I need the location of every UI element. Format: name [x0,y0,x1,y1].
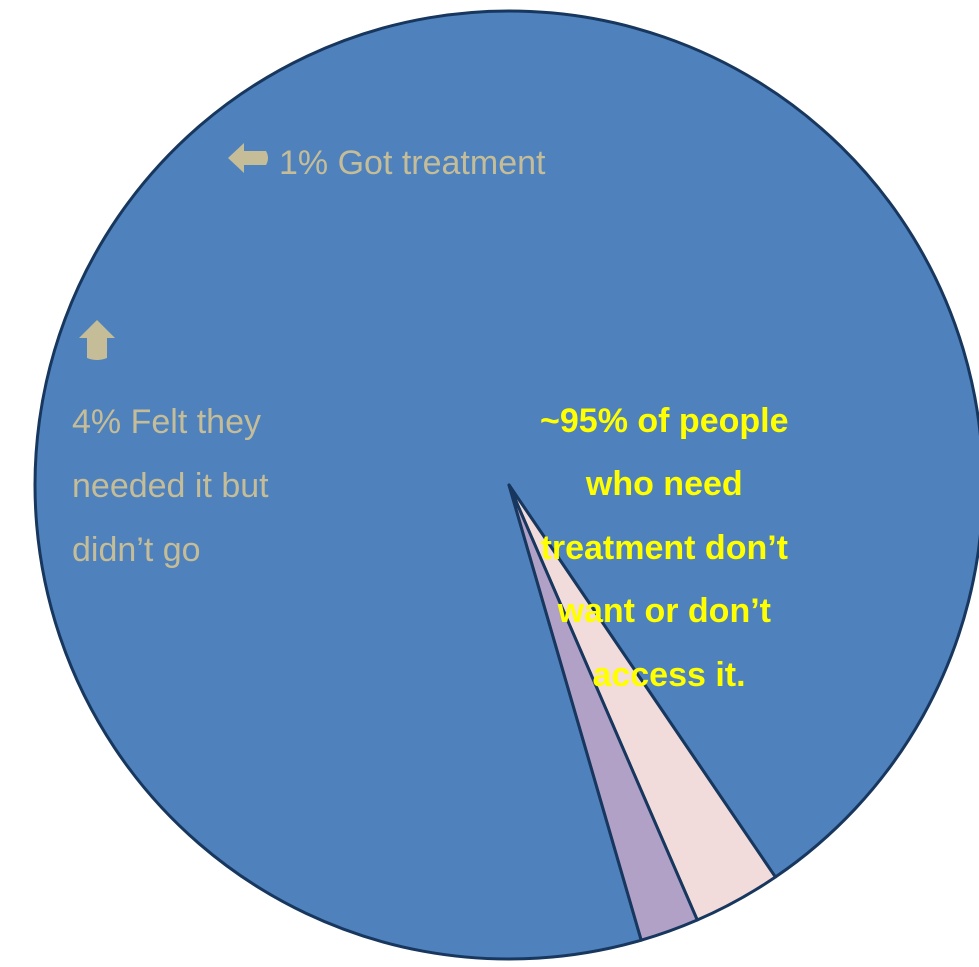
main-line-1: ~95% of people [540,402,788,440]
main-line-2: who need [585,465,743,503]
felt-needed-label: 4% Felt they needed it but didn’t go [72,403,278,569]
pie-slices [33,9,979,961]
felt-needed-line-2: needed it but [72,467,269,505]
pie-slice-1 [33,9,979,961]
got-treatment-label: 1% Got treatment [279,144,546,182]
felt-needed-line-3: didn’t go [72,531,201,569]
felt-needed-line-1: 4% Felt they [72,403,261,441]
left-arrow-icon [228,143,268,173]
main-annotation: ~95% of people who need treatment don’t … [540,402,798,694]
pie-slice-3 [507,483,699,942]
up-arrow-icon [79,320,115,360]
main-line-3: treatment don’t [541,529,788,567]
main-line-5: access it. [592,656,745,694]
main-line-4: want or don’t [557,592,771,630]
